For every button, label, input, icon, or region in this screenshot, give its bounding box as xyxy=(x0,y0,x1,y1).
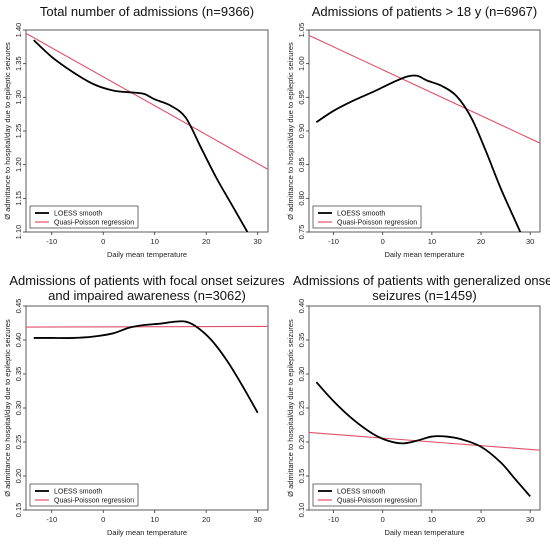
y-tick-label: 0.25 xyxy=(297,401,306,416)
series-loess-line xyxy=(315,381,531,497)
y-tick-label: 0.95 xyxy=(297,90,306,105)
chart-title: Admissions of patients with focal onset … xyxy=(9,273,285,288)
plot-frame xyxy=(308,305,541,511)
y-tick-label: 1.35 xyxy=(14,56,23,71)
legend-box xyxy=(312,483,422,507)
series-quasi-poisson-line xyxy=(309,34,540,144)
y-tick-label: 0.80 xyxy=(297,191,306,206)
series-loess-line xyxy=(33,39,249,232)
y-tick-label: 1.05 xyxy=(297,23,306,38)
legend-label-quasi-poisson: Quasi-Poisson regression xyxy=(337,498,417,505)
y-axis-label: Ø admittance to hospital/day due to epil… xyxy=(3,319,12,497)
y-tick-label: 0.30 xyxy=(14,401,23,416)
x-tick-label: 0 xyxy=(381,237,385,246)
chart-title: Admissions of patients with generalized … xyxy=(293,273,550,288)
chart-panel-1: Total number of admissions (n=9366) 1.10 1… xyxy=(3,4,269,259)
y-tick-label: 0.25 xyxy=(14,435,23,450)
x-axis-label: Daily mean temperature xyxy=(384,528,464,537)
y-tick-label: 1.25 xyxy=(14,124,23,139)
x-tick-label: 20 xyxy=(477,515,485,524)
y-tick-label: 0.20 xyxy=(14,469,23,484)
y-tick-label: 1.15 xyxy=(14,191,23,206)
legend-box xyxy=(312,205,422,229)
y-tick-label: 1.40 xyxy=(14,23,23,38)
x-tick-label: 20 xyxy=(477,237,485,246)
x-tick-label: -10 xyxy=(328,515,339,524)
plot-frame xyxy=(25,305,269,511)
y-tick-label: 1.20 xyxy=(14,157,23,172)
y-tick-label: 0.90 xyxy=(297,124,306,139)
y-tick-label: 0.75 xyxy=(297,225,306,240)
legend-label-loess: LOESS smooth xyxy=(54,489,102,496)
x-tick-label: -10 xyxy=(46,237,57,246)
chart-panel-3: Admissions of patients with focal onset … xyxy=(3,273,285,537)
y-tick-label: 0.85 xyxy=(297,157,306,172)
x-axis-label: Daily mean temperature xyxy=(107,528,187,537)
y-tick-label: 0.20 xyxy=(297,435,306,450)
plot-frame xyxy=(308,29,541,233)
y-axis-label: Ø admittance to hospital/day due to epil… xyxy=(3,42,12,220)
y-tick-label: 0.35 xyxy=(14,367,23,382)
series-loess-line xyxy=(33,320,259,414)
y-tick-label: 0.45 xyxy=(14,299,23,314)
y-axis-label: Ø admittance to hospital/day due to epil… xyxy=(286,319,295,497)
x-tick-label: 0 xyxy=(381,515,385,524)
legend-label-loess: LOESS smooth xyxy=(337,211,385,218)
y-tick-label: 1.00 xyxy=(297,56,306,71)
x-tick-label: 30 xyxy=(254,515,262,524)
legend-label-quasi-poisson: Quasi-Poisson regression xyxy=(337,220,417,227)
y-tick-label: 0.30 xyxy=(297,367,306,382)
y-tick-label: 0.15 xyxy=(14,503,23,518)
x-tick-label: 20 xyxy=(202,237,210,246)
series-loess-line xyxy=(315,74,522,232)
legend-box xyxy=(29,205,139,229)
x-tick-label: 30 xyxy=(254,237,262,246)
legend-label-quasi-poisson: Quasi-Poisson regression xyxy=(54,220,134,227)
legend-box xyxy=(29,483,139,507)
series-quasi-poisson-line xyxy=(26,32,268,170)
x-tick-label: 10 xyxy=(428,515,436,524)
x-tick-label: 0 xyxy=(101,515,105,524)
x-axis-label: Daily mean temperature xyxy=(384,250,464,259)
x-tick-label: 10 xyxy=(151,237,159,246)
chart-panel-2: Admissions of patients > 18 y (n=6967) 0.… xyxy=(286,4,541,259)
x-tick-label: 10 xyxy=(428,237,436,246)
plot-frame xyxy=(25,29,269,233)
y-axis-label: Ø admittance to hospital/day due to epil… xyxy=(286,42,295,220)
series-quasi-poisson-line xyxy=(309,431,540,451)
chart-title: and impaired awareness (n=3062) xyxy=(48,288,246,303)
y-tick-label: 0.10 xyxy=(297,503,306,518)
x-axis-label: Daily mean temperature xyxy=(107,250,187,259)
legend-label-quasi-poisson: Quasi-Poisson regression xyxy=(54,498,134,505)
x-tick-label: 30 xyxy=(526,515,534,524)
x-tick-label: -10 xyxy=(46,515,57,524)
chart-panel-4: Admissions of patients with generalized … xyxy=(286,273,550,537)
chart-title: Total number of admissions (n=9366) xyxy=(40,4,254,19)
legend-label-loess: LOESS smooth xyxy=(337,489,385,496)
chart-title: Admissions of patients > 18 y (n=6967) xyxy=(312,4,537,19)
y-tick-label: 1.10 xyxy=(14,225,23,240)
y-tick-label: 1.30 xyxy=(14,90,23,105)
y-tick-label: 0.40 xyxy=(297,299,306,314)
x-tick-label: 30 xyxy=(526,237,534,246)
chart-title: seizures (n=1459) xyxy=(372,288,476,303)
x-tick-label: 0 xyxy=(101,237,105,246)
x-tick-label: -10 xyxy=(328,237,339,246)
x-tick-label: 20 xyxy=(202,515,210,524)
y-tick-label: 0.35 xyxy=(297,333,306,348)
x-tick-label: 10 xyxy=(151,515,159,524)
series-quasi-poisson-line xyxy=(26,325,268,328)
y-tick-label: 0.40 xyxy=(14,333,23,348)
y-tick-label: 0.15 xyxy=(297,469,306,484)
legend-label-loess: LOESS smooth xyxy=(54,211,102,218)
